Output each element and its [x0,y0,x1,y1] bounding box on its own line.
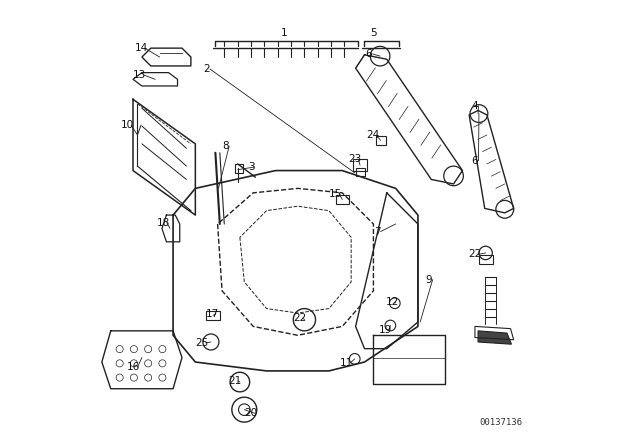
Text: 3: 3 [248,162,254,172]
Text: 6: 6 [472,156,478,166]
Polygon shape [478,331,511,344]
Text: 7: 7 [374,227,380,237]
Text: 16: 16 [127,362,141,372]
Text: 18: 18 [157,218,170,228]
Text: 00137136: 00137136 [479,418,523,426]
Text: 11: 11 [340,358,353,368]
Text: 8: 8 [222,141,229,151]
Text: 14: 14 [134,43,148,53]
Text: 17: 17 [205,309,219,319]
Text: 12: 12 [385,297,399,307]
Text: 6: 6 [365,49,372,59]
Text: 23: 23 [348,155,362,164]
Text: 21: 21 [228,376,241,386]
Text: 5: 5 [370,28,377,39]
Text: 10: 10 [121,120,134,130]
Text: 15: 15 [329,189,342,199]
Text: 4: 4 [472,101,478,111]
Text: 25: 25 [195,338,209,348]
Text: 24: 24 [366,130,379,140]
Text: 22: 22 [293,314,307,323]
Text: 13: 13 [133,70,147,80]
Text: 1: 1 [281,28,288,39]
Text: 2: 2 [203,64,210,74]
Text: 20: 20 [244,408,257,418]
Text: 19: 19 [380,324,392,335]
Text: 22: 22 [468,249,481,259]
Text: 9: 9 [426,275,433,284]
